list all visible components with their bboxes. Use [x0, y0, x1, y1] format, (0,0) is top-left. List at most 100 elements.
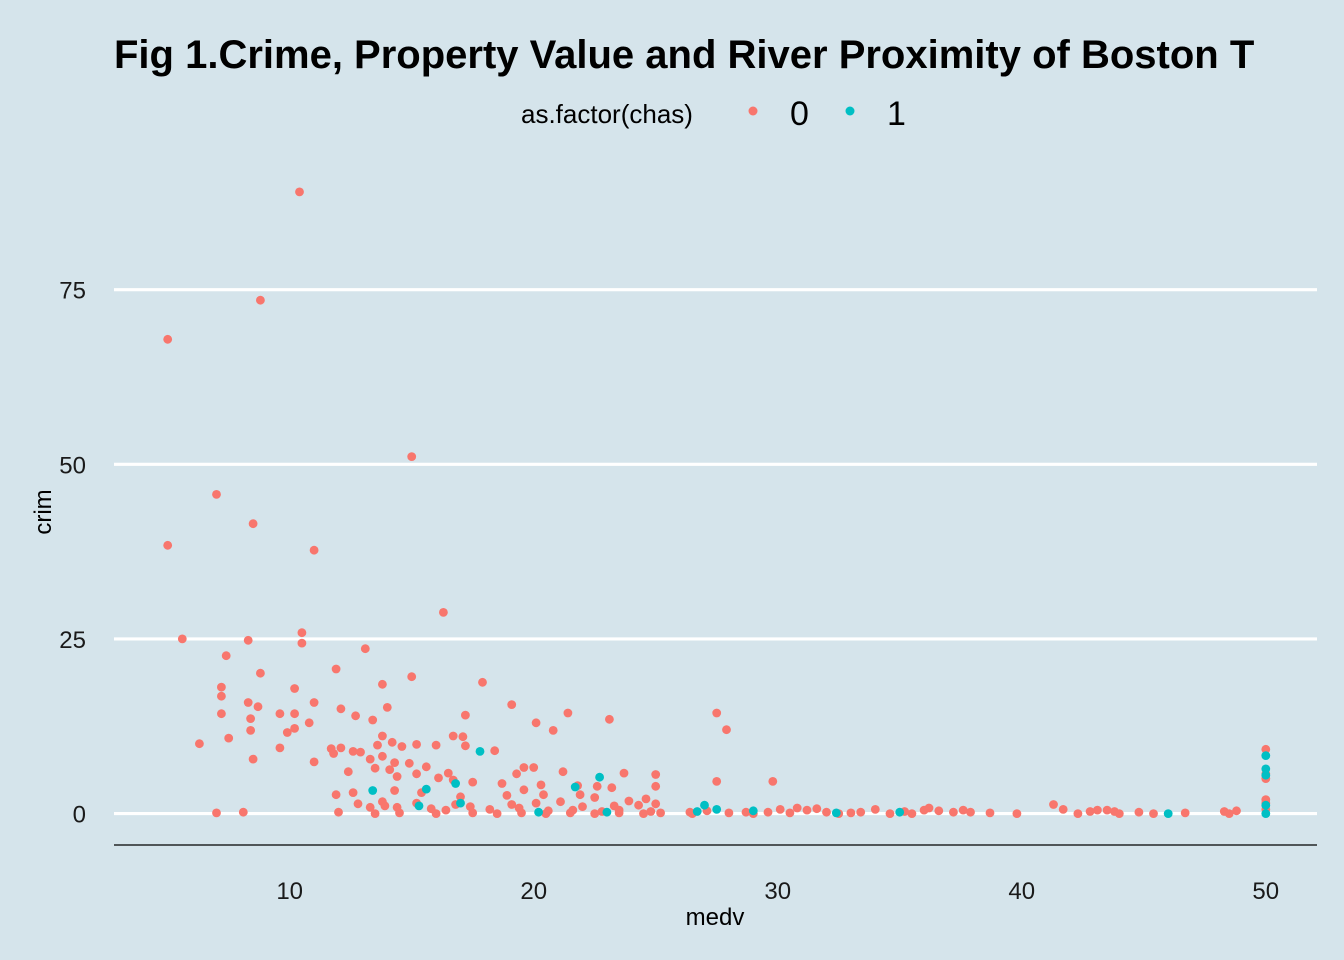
point-chas-0-161 — [1134, 807, 1144, 817]
point-chas-1-4 — [368, 786, 378, 795]
point-chas-0-44 — [195, 739, 204, 749]
point-chas-0-3 — [407, 452, 417, 461]
x-tick-label-20: 20 — [520, 878, 547, 905]
point-chas-0-147 — [934, 806, 944, 816]
point-chas-0-49 — [461, 741, 470, 751]
point-chas-0-105 — [331, 790, 341, 800]
point-chas-1-21 — [692, 807, 702, 816]
data-points — [163, 187, 1271, 818]
point-chas-0-93 — [768, 777, 778, 786]
point-chas-0-115 — [634, 800, 643, 810]
point-chas-0-63 — [356, 747, 365, 757]
point-chas-0-59 — [490, 746, 500, 756]
x-axis-title: medv — [686, 904, 745, 931]
point-chas-0-19 — [378, 679, 387, 689]
point-chas-0-179 — [468, 808, 478, 818]
point-chas-0-176 — [370, 809, 380, 818]
point-chas-1-2 — [451, 779, 460, 788]
point-chas-0-167 — [1261, 744, 1271, 754]
point-chas-0-90 — [607, 783, 617, 793]
point-chas-0-71 — [343, 767, 353, 777]
point-chas-0-181 — [517, 808, 526, 818]
point-chas-0-110 — [507, 800, 517, 809]
y-tick-label-50: 50 — [59, 452, 86, 479]
point-chas-0-163 — [1180, 808, 1190, 818]
point-chas-1-7 — [414, 801, 424, 811]
point-chas-0-177 — [395, 808, 404, 818]
point-chas-0-46 — [548, 726, 558, 735]
point-chas-0-116 — [651, 799, 661, 809]
point-chas-0-135 — [775, 805, 785, 814]
point-chas-0-24 — [309, 698, 319, 707]
point-chas-0-17 — [407, 672, 417, 682]
point-chas-0-91 — [651, 781, 661, 791]
point-chas-0-104 — [641, 794, 651, 804]
point-chas-0-7 — [163, 540, 173, 550]
point-chas-0-41 — [290, 724, 299, 733]
point-chas-0-1 — [256, 295, 265, 305]
point-chas-0-146 — [924, 803, 934, 813]
point-chas-0-95 — [390, 786, 399, 795]
point-chas-0-9 — [297, 628, 307, 638]
point-chas-0-156 — [1085, 807, 1095, 816]
point-chas-0-73 — [385, 765, 395, 774]
point-chas-0-70 — [421, 762, 431, 772]
point-chas-0-54 — [373, 740, 382, 750]
point-chas-0-12 — [177, 634, 187, 644]
x-tick-label-30: 30 — [764, 878, 791, 905]
y-tick-label-75: 75 — [59, 278, 86, 305]
point-chas-0-29 — [217, 709, 226, 719]
point-chas-1-8 — [700, 800, 709, 810]
point-chas-0-137 — [802, 805, 812, 815]
x-tick-label-40: 40 — [1008, 878, 1035, 905]
point-chas-0-39 — [304, 718, 314, 728]
point-chas-0-111 — [531, 798, 541, 808]
point-chas-0-133 — [741, 807, 751, 817]
legend: as.factor(chas) 0 1 — [521, 95, 906, 133]
point-chas-0-94 — [348, 788, 358, 797]
point-chas-0-139 — [822, 807, 831, 817]
point-chas-0-57 — [412, 740, 421, 749]
point-chas-0-117 — [353, 799, 363, 809]
point-chas-0-30 — [275, 709, 285, 719]
point-chas-1-3 — [570, 782, 580, 792]
point-chas-0-32 — [351, 711, 360, 721]
point-chas-0-178 — [431, 809, 441, 818]
point-chas-0-56 — [397, 742, 407, 751]
point-chas-0-150 — [966, 807, 975, 817]
point-chas-0-113 — [578, 802, 587, 811]
point-chas-0-14 — [221, 651, 231, 661]
point-chas-0-74 — [412, 769, 421, 779]
point-chas-0-132 — [724, 808, 734, 818]
point-chas-1-0 — [475, 747, 485, 756]
point-chas-0-83 — [434, 773, 443, 783]
point-chas-0-122 — [441, 805, 451, 815]
point-chas-0-102 — [590, 793, 600, 802]
point-chas-0-76 — [512, 769, 521, 779]
point-chas-0-48 — [448, 731, 458, 741]
x-tick-labels: 10 20 30 40 50 — [276, 878, 1279, 905]
y-tick-label-25: 25 — [59, 627, 86, 654]
legend-title: as.factor(chas) — [521, 99, 693, 129]
point-chas-0-16 — [256, 668, 265, 678]
point-chas-1-14 — [1261, 751, 1271, 760]
legend-key-0 — [748, 106, 758, 116]
y-tick-label-0: 0 — [73, 802, 86, 829]
point-chas-1-15 — [1261, 764, 1271, 774]
point-chas-0-37 — [368, 715, 378, 725]
point-chas-0-80 — [619, 768, 629, 778]
point-chas-0-62 — [329, 749, 338, 758]
point-chas-0-153 — [1049, 800, 1058, 809]
x-tick-label-10: 10 — [276, 878, 303, 905]
point-chas-0-155 — [1073, 809, 1083, 818]
point-chas-0-10 — [297, 638, 307, 648]
point-chas-0-34 — [563, 708, 573, 718]
point-chas-0-72 — [370, 763, 380, 773]
point-chas-0-21 — [290, 684, 299, 693]
point-chas-1-20 — [602, 807, 612, 817]
point-chas-0-119 — [380, 801, 390, 811]
point-chas-0-101 — [575, 790, 585, 800]
point-chas-0-35 — [712, 708, 722, 718]
point-chas-0-148 — [949, 807, 958, 817]
